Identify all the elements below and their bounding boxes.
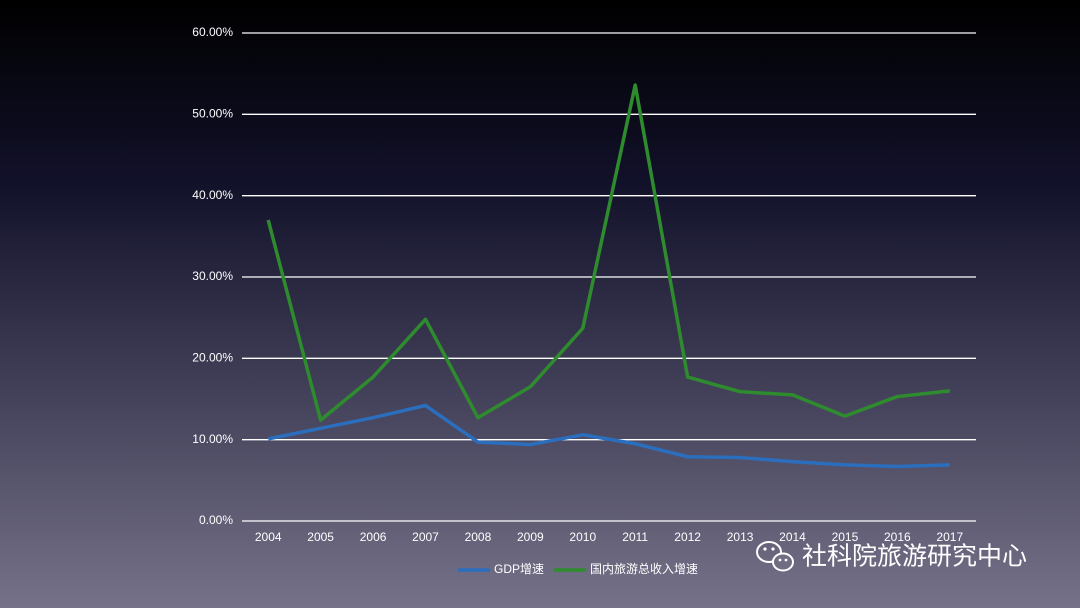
y-tick-label: 0.00% <box>199 513 233 527</box>
x-tick-label: 2007 <box>412 530 439 544</box>
x-tick-label: 2010 <box>569 530 596 544</box>
y-tick-label: 40.00% <box>192 188 233 202</box>
y-tick-label: 20.00% <box>192 351 233 365</box>
line-series <box>267 403 950 469</box>
x-tick-label: 2009 <box>517 530 544 544</box>
x-tick-label: 2015 <box>832 530 859 544</box>
legend-label: GDP增速 <box>494 562 544 576</box>
y-tick-label: 10.00% <box>192 432 233 446</box>
x-tick-label: 2005 <box>307 530 334 544</box>
x-tick-label: 2004 <box>255 530 282 544</box>
line-series <box>266 83 950 422</box>
x-tick-label: 2011 <box>622 530 648 544</box>
x-tick-label: 2008 <box>465 530 492 544</box>
y-tick-label: 50.00% <box>192 107 233 121</box>
wechat-icon <box>756 541 794 572</box>
x-tick-label: 2014 <box>779 530 806 544</box>
legend-label: 国内旅游总收入增速 <box>590 562 698 576</box>
x-tick-label: 2016 <box>884 530 911 544</box>
y-tick-label: 60.00% <box>192 25 233 39</box>
watermark: 社科院旅游研究中心 <box>802 543 1027 571</box>
x-tick-label: 2013 <box>727 530 754 544</box>
x-tick-label: 2006 <box>360 530 387 544</box>
y-tick-label: 30.00% <box>192 269 233 283</box>
x-tick-label: 2012 <box>674 530 701 544</box>
x-tick-label: 2017 <box>936 530 963 544</box>
